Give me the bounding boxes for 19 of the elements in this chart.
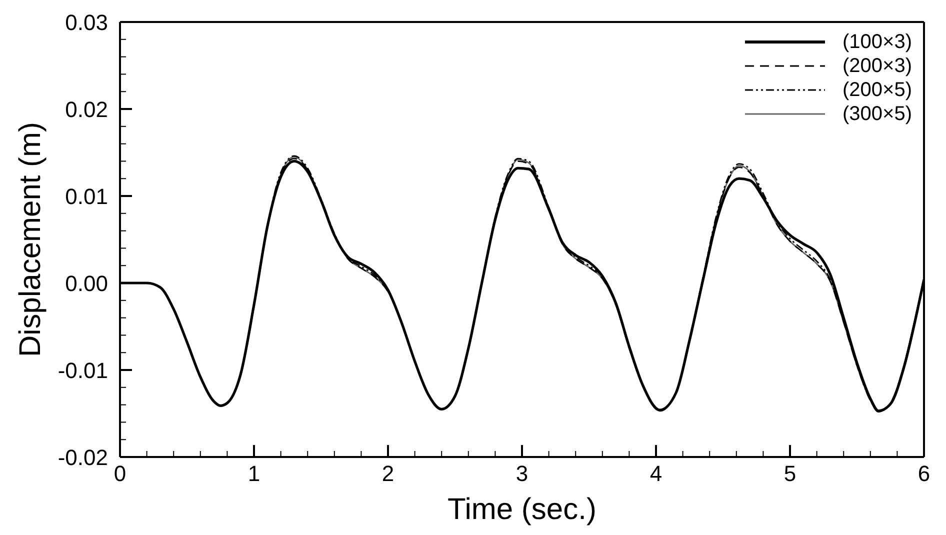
y-tick-label: 0.02 [65,97,108,122]
y-tick-label: -0.02 [58,445,108,470]
x-tick-label: 1 [248,461,260,486]
legend-label: (200×5) [842,78,912,102]
x-tick-label: 3 [516,461,528,486]
x-tick-label: 0 [114,461,126,486]
x-tick-label: 5 [784,461,796,486]
x-tick-label: 6 [918,461,930,486]
y-tick-label: 0.00 [65,271,108,296]
legend-label: (300×5) [842,102,912,126]
y-tick-label: 0.01 [65,184,108,209]
y-axis-title: Displacement (m) [14,122,47,358]
y-tick-label: -0.01 [58,358,108,383]
legend-label: (100×3) [842,30,912,54]
x-tick-label: 2 [382,461,394,486]
x-tick-label: 4 [650,461,662,486]
y-tick-label: 0.03 [65,10,108,35]
x-axis-title: Time (sec.) [448,493,596,526]
legend-label: (200×3) [842,54,912,78]
